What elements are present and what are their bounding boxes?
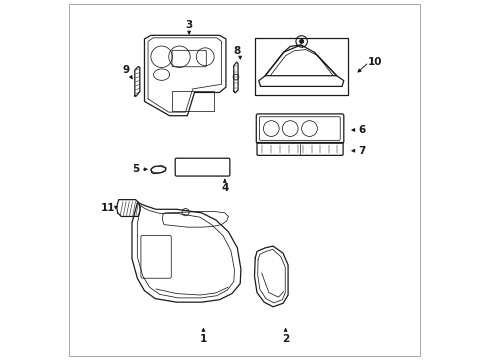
Text: 4: 4 <box>221 183 228 193</box>
Circle shape <box>299 40 303 43</box>
Text: 9: 9 <box>122 65 129 75</box>
Text: 6: 6 <box>358 125 365 135</box>
Text: 2: 2 <box>282 334 288 344</box>
Text: 7: 7 <box>358 146 366 156</box>
Bar <box>172 91 214 111</box>
Text: 1: 1 <box>200 334 206 344</box>
Text: 10: 10 <box>367 57 381 67</box>
Text: 3: 3 <box>185 19 192 30</box>
Text: 5: 5 <box>132 164 139 174</box>
Text: 8: 8 <box>233 46 240 56</box>
Text: 11: 11 <box>101 203 115 213</box>
